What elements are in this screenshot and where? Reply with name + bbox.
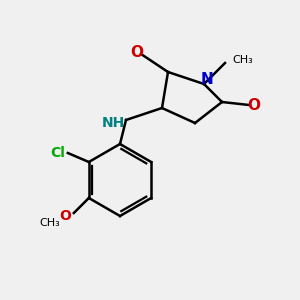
- Text: O: O: [247, 98, 260, 112]
- Text: CH₃: CH₃: [40, 218, 60, 229]
- Text: NH: NH: [101, 116, 124, 130]
- Text: CH₃: CH₃: [232, 55, 253, 65]
- Text: O: O: [59, 209, 71, 223]
- Text: O: O: [130, 45, 143, 60]
- Text: N: N: [201, 72, 213, 87]
- Text: Cl: Cl: [50, 146, 65, 160]
